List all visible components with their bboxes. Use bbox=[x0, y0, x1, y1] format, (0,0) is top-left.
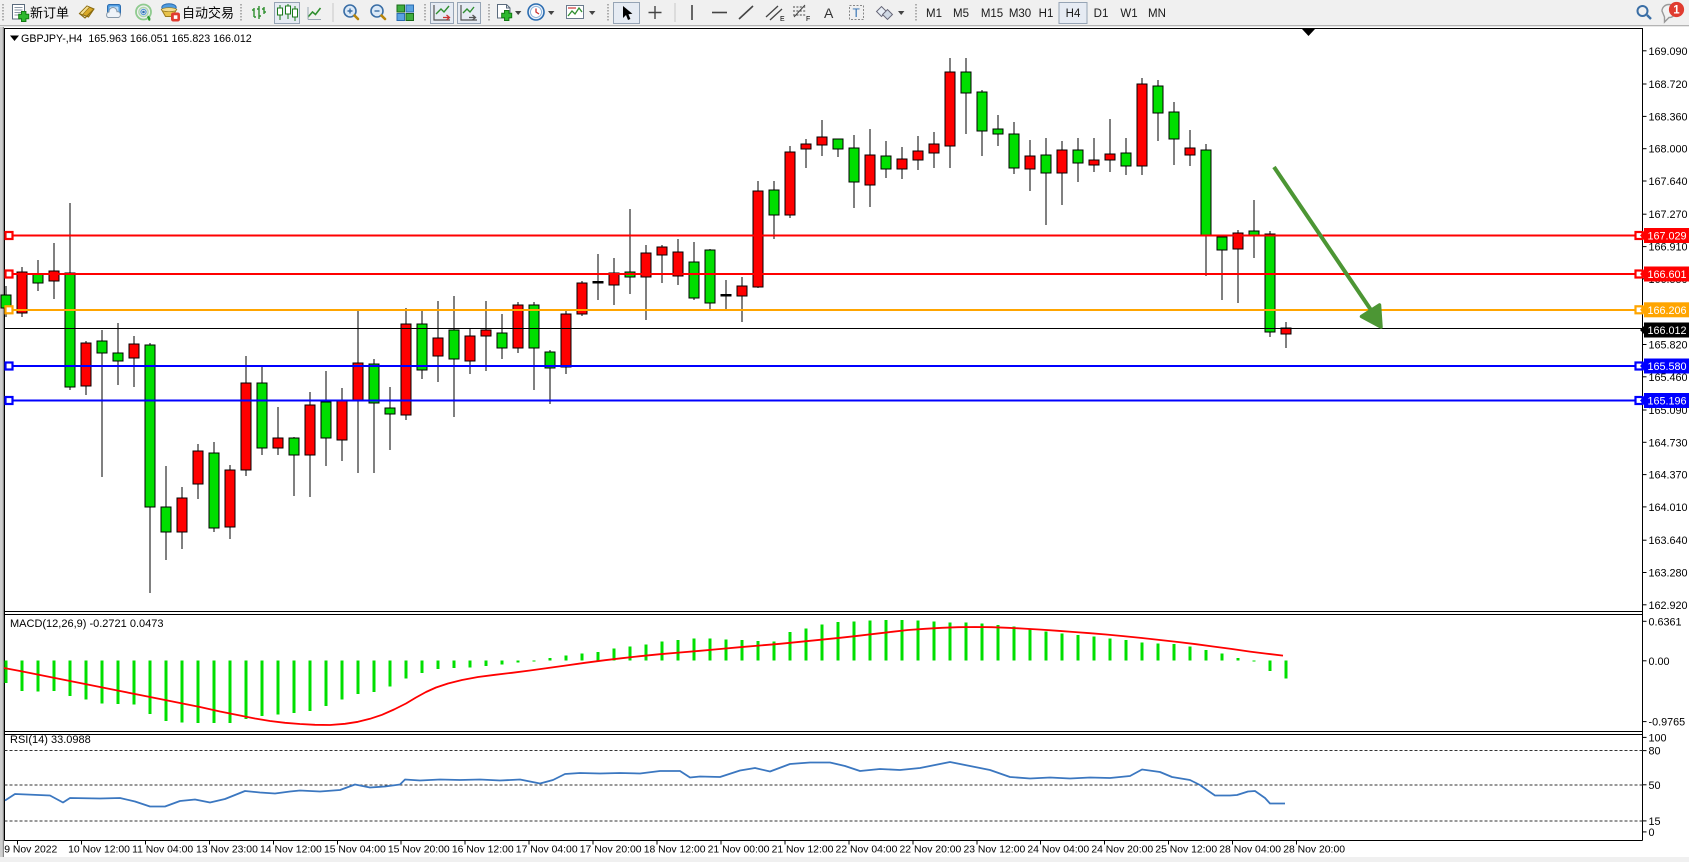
svg-text:168.720: 168.720 bbox=[1649, 79, 1688, 91]
svg-text:13 Nov 23:00: 13 Nov 23:00 bbox=[196, 845, 258, 856]
svg-text:16 Nov 12:00: 16 Nov 12:00 bbox=[452, 845, 514, 856]
svg-text:163.640: 163.640 bbox=[1649, 535, 1688, 547]
svg-text:GBPJPY-,H4 165.963 166.051 16: GBPJPY-,H4 165.963 166.051 165.823 166.0… bbox=[21, 33, 252, 45]
svg-text:28 Nov 04:00: 28 Nov 04:00 bbox=[1219, 845, 1281, 856]
svg-text:0.00: 0.00 bbox=[1649, 656, 1670, 668]
svg-text:新订单: 新订单 bbox=[30, 6, 69, 21]
svg-text:28 Nov 20:00: 28 Nov 20:00 bbox=[1283, 845, 1345, 856]
svg-text:M30: M30 bbox=[1009, 8, 1031, 20]
svg-text:17 Nov 04:00: 17 Nov 04:00 bbox=[516, 845, 578, 856]
svg-text:168.000: 168.000 bbox=[1649, 144, 1688, 156]
svg-text:168.360: 168.360 bbox=[1649, 111, 1688, 123]
svg-text:23 Nov 12:00: 23 Nov 12:00 bbox=[963, 845, 1025, 856]
svg-text:165.820: 165.820 bbox=[1649, 340, 1688, 352]
svg-text:15 Nov 04:00: 15 Nov 04:00 bbox=[324, 845, 386, 856]
svg-text:自动交易: 自动交易 bbox=[182, 6, 234, 21]
svg-text:165.196: 165.196 bbox=[1648, 396, 1687, 408]
svg-text:50: 50 bbox=[1649, 780, 1661, 792]
svg-text:10 Nov 12:00: 10 Nov 12:00 bbox=[68, 845, 130, 856]
svg-text:T: T bbox=[853, 6, 861, 20]
svg-text:165.580: 165.580 bbox=[1648, 361, 1687, 373]
svg-text:M5: M5 bbox=[953, 8, 969, 20]
svg-text:162.920: 162.920 bbox=[1649, 600, 1688, 612]
svg-text:169.090: 169.090 bbox=[1649, 46, 1688, 58]
svg-text:25 Nov 12:00: 25 Nov 12:00 bbox=[1155, 845, 1217, 856]
svg-text:15 Nov 20:00: 15 Nov 20:00 bbox=[388, 845, 450, 856]
svg-text:164.010: 164.010 bbox=[1649, 502, 1688, 514]
svg-text:W1: W1 bbox=[1120, 8, 1137, 20]
svg-text:18 Nov 12:00: 18 Nov 12:00 bbox=[644, 845, 706, 856]
svg-text:166.206: 166.206 bbox=[1648, 305, 1687, 317]
svg-text:24 Nov 20:00: 24 Nov 20:00 bbox=[1091, 845, 1153, 856]
svg-text:167.029: 167.029 bbox=[1648, 231, 1687, 243]
svg-text:H1: H1 bbox=[1039, 8, 1054, 20]
svg-text:163.280: 163.280 bbox=[1649, 568, 1688, 580]
svg-text:11 Nov 04:00: 11 Nov 04:00 bbox=[132, 845, 193, 856]
svg-text:-0.9765: -0.9765 bbox=[1649, 717, 1686, 729]
svg-text:21 Nov 12:00: 21 Nov 12:00 bbox=[772, 845, 834, 856]
svg-text:D1: D1 bbox=[1094, 8, 1109, 20]
svg-text:17 Nov 20:00: 17 Nov 20:00 bbox=[580, 845, 642, 856]
svg-text:166.910: 166.910 bbox=[1649, 242, 1688, 254]
svg-text:22 Nov 20:00: 22 Nov 20:00 bbox=[900, 845, 962, 856]
svg-text:MN: MN bbox=[1148, 8, 1166, 20]
svg-text:M15: M15 bbox=[981, 8, 1003, 20]
svg-text:14 Nov 12:00: 14 Nov 12:00 bbox=[260, 845, 322, 856]
svg-text:H4: H4 bbox=[1066, 8, 1081, 20]
svg-text:M1: M1 bbox=[926, 8, 942, 20]
svg-text:9 Nov 2022: 9 Nov 2022 bbox=[4, 845, 57, 856]
svg-text:1: 1 bbox=[1673, 5, 1680, 17]
svg-text:164.370: 164.370 bbox=[1649, 470, 1688, 482]
svg-text:164.730: 164.730 bbox=[1649, 437, 1688, 449]
svg-text:RSI(14) 33.0988: RSI(14) 33.0988 bbox=[10, 734, 91, 746]
svg-text:F: F bbox=[806, 16, 810, 23]
svg-text:21 Nov 00:00: 21 Nov 00:00 bbox=[708, 845, 770, 856]
svg-text:0.6361: 0.6361 bbox=[1649, 616, 1682, 628]
svg-text:167.270: 167.270 bbox=[1649, 209, 1688, 221]
svg-text:167.640: 167.640 bbox=[1649, 176, 1688, 188]
svg-text:22 Nov 04:00: 22 Nov 04:00 bbox=[836, 845, 898, 856]
svg-text:15: 15 bbox=[1649, 816, 1661, 828]
svg-text:166.601: 166.601 bbox=[1648, 269, 1687, 281]
svg-text:165.460: 165.460 bbox=[1649, 372, 1688, 384]
svg-text:100: 100 bbox=[1649, 732, 1667, 744]
svg-text:MACD(12,26,9) -0.2721 0.0473: MACD(12,26,9) -0.2721 0.0473 bbox=[10, 618, 163, 630]
svg-text:0: 0 bbox=[1649, 827, 1655, 839]
svg-text:E: E bbox=[780, 16, 785, 23]
svg-text:A: A bbox=[824, 5, 834, 21]
svg-text:24 Nov 04:00: 24 Nov 04:00 bbox=[1027, 845, 1089, 856]
svg-text:80: 80 bbox=[1649, 746, 1661, 758]
svg-text:166.012: 166.012 bbox=[1648, 325, 1687, 337]
